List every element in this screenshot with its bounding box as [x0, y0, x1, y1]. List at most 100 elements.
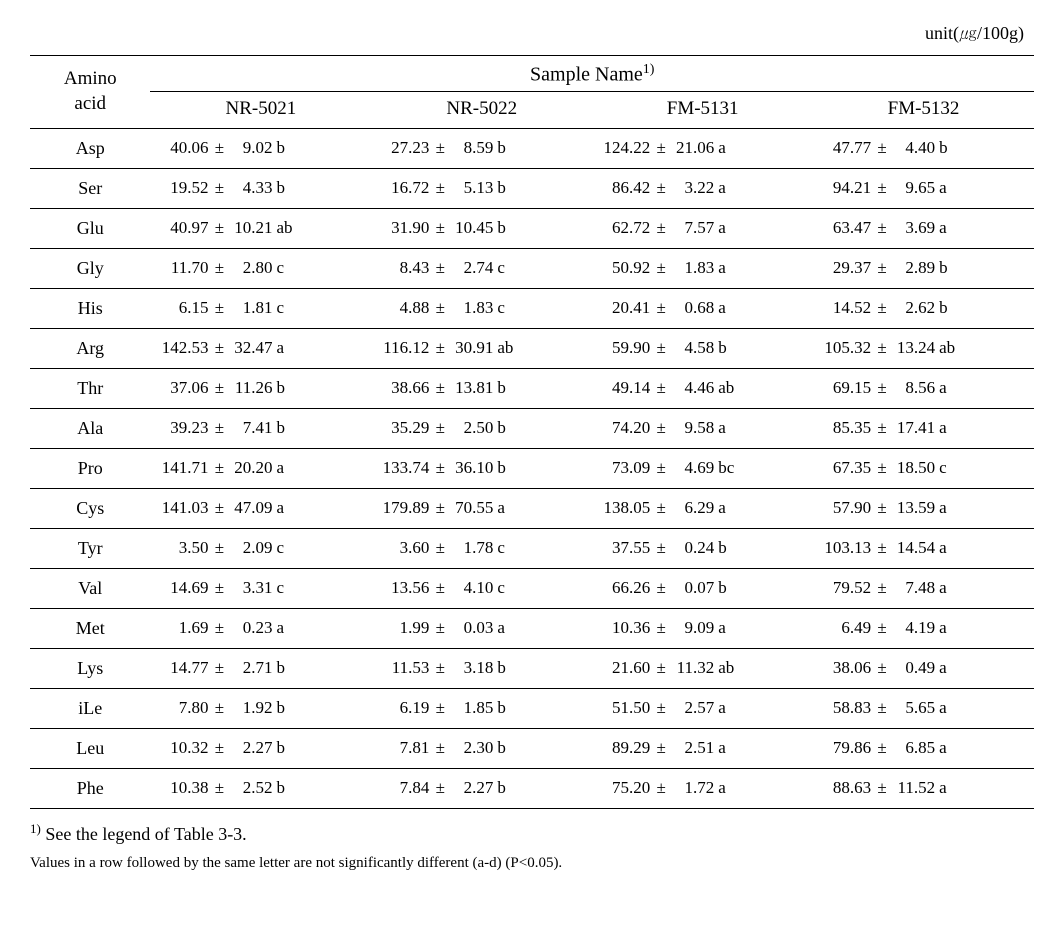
plus-minus: ± — [429, 658, 451, 678]
table-row: Gly11.70±2.80c8.43±2.74c50.92±1.83a29.37… — [30, 248, 1034, 288]
plus-minus: ± — [208, 298, 230, 318]
table-row: Cys141.03±47.09a179.89±70.55a138.05±6.29… — [30, 488, 1034, 528]
mean-value: 13.56 — [381, 578, 429, 598]
sd-value: 1.83 — [451, 298, 493, 318]
sig-group: b — [714, 578, 727, 598]
sd-value: 1.83 — [672, 258, 714, 278]
sig-group: b — [935, 258, 948, 278]
value-cell: 67.35±18.50c — [813, 448, 1034, 488]
value-cell: 63.47±3.69a — [813, 208, 1034, 248]
mean-value: 6.19 — [381, 698, 429, 718]
mean-value: 40.97 — [160, 218, 208, 238]
plus-minus: ± — [871, 538, 893, 558]
value-cell: 8.43±2.74c — [371, 248, 592, 288]
value-cell: 75.20±1.72a — [592, 768, 813, 808]
value-cell: 66.26±0.07b — [592, 568, 813, 608]
amino-acid-name: Pro — [30, 448, 150, 488]
mean-value: 6.15 — [160, 298, 208, 318]
table-row: Pro141.71±20.20a133.74±36.10b73.09±4.69b… — [30, 448, 1034, 488]
sd-value: 18.50 — [893, 458, 935, 478]
sig-group: c — [272, 298, 284, 318]
plus-minus: ± — [650, 258, 672, 278]
table-row: Tyr3.50±2.09c3.60±1.78c37.55±0.24b103.13… — [30, 528, 1034, 568]
sd-value: 21.06 — [672, 138, 714, 158]
value-cell: 94.21±9.65a — [813, 168, 1034, 208]
sd-value: 0.24 — [672, 538, 714, 558]
table-row: Glu40.97±10.21ab31.90±10.45b62.72±7.57a6… — [30, 208, 1034, 248]
sd-value: 8.56 — [893, 378, 935, 398]
table-row: Leu10.32±2.27b7.81±2.30b89.29±2.51a79.86… — [30, 728, 1034, 768]
sd-value: 0.23 — [230, 618, 272, 638]
sd-value: 2.80 — [230, 258, 272, 278]
mean-value: 11.53 — [381, 658, 429, 678]
sd-value: 4.69 — [672, 458, 714, 478]
value-cell: 79.86±6.85a — [813, 728, 1034, 768]
footnote-1-sup: 1) — [30, 821, 41, 836]
sig-group: c — [935, 458, 947, 478]
plus-minus: ± — [871, 698, 893, 718]
plus-minus: ± — [650, 138, 672, 158]
sd-value: 7.48 — [893, 578, 935, 598]
sd-value: 3.18 — [451, 658, 493, 678]
value-cell: 38.06±0.49a — [813, 648, 1034, 688]
plus-minus: ± — [429, 458, 451, 478]
value-cell: 51.50±2.57a — [592, 688, 813, 728]
plus-minus: ± — [208, 378, 230, 398]
mean-value: 40.06 — [160, 138, 208, 158]
plus-minus: ± — [871, 258, 893, 278]
sig-group: b — [272, 738, 285, 758]
plus-minus: ± — [429, 338, 451, 358]
value-cell: 39.23±7.41b — [150, 408, 371, 448]
sig-group: b — [714, 338, 727, 358]
amino-acid-name: Val — [30, 568, 150, 608]
plus-minus: ± — [650, 738, 672, 758]
sd-value: 4.10 — [451, 578, 493, 598]
mean-value: 133.74 — [381, 458, 429, 478]
value-cell: 14.52±2.62b — [813, 288, 1034, 328]
amino-acid-name: Tyr — [30, 528, 150, 568]
plus-minus: ± — [429, 378, 451, 398]
sig-group: b — [493, 738, 506, 758]
plus-minus: ± — [650, 298, 672, 318]
value-cell: 79.52±7.48a — [813, 568, 1034, 608]
plus-minus: ± — [871, 618, 893, 638]
sd-value: 6.85 — [893, 738, 935, 758]
sd-value: 2.57 — [672, 698, 714, 718]
sd-value: 2.89 — [893, 258, 935, 278]
sig-group: a — [714, 258, 726, 278]
sig-group: a — [935, 538, 947, 558]
table-row: Thr37.06±11.26b38.66±13.81b49.14±4.46ab6… — [30, 368, 1034, 408]
mean-value: 85.35 — [823, 418, 871, 438]
sig-group: bc — [714, 458, 734, 478]
sig-group: b — [935, 298, 948, 318]
sd-value: 32.47 — [230, 338, 272, 358]
plus-minus: ± — [429, 218, 451, 238]
plus-minus: ± — [208, 258, 230, 278]
value-cell: 14.77±2.71b — [150, 648, 371, 688]
plus-minus: ± — [871, 458, 893, 478]
mean-value: 35.29 — [381, 418, 429, 438]
amino-acid-name: Arg — [30, 328, 150, 368]
plus-minus: ± — [429, 738, 451, 758]
amino-acid-table: Aminoacid Sample Name1) NR-5021 NR-5022 … — [30, 55, 1034, 809]
header-amino-text: Aminoacid — [64, 68, 117, 114]
sd-value: 9.58 — [672, 418, 714, 438]
mean-value: 141.03 — [160, 498, 208, 518]
mean-value: 7.80 — [160, 698, 208, 718]
plus-minus: ± — [650, 658, 672, 678]
plus-minus: ± — [871, 778, 893, 798]
footnote-1-text: See the legend of Table 3-3. — [41, 824, 247, 844]
table-row: Phe10.38±2.52b7.84±2.27b75.20±1.72a88.63… — [30, 768, 1034, 808]
sd-value: 4.58 — [672, 338, 714, 358]
value-cell: 69.15±8.56a — [813, 368, 1034, 408]
table-row: iLe7.80±1.92b6.19±1.85b51.50±2.57a58.83±… — [30, 688, 1034, 728]
plus-minus: ± — [650, 178, 672, 198]
mean-value: 141.71 — [160, 458, 208, 478]
value-cell: 85.35±17.41a — [813, 408, 1034, 448]
sd-value: 2.27 — [451, 778, 493, 798]
amino-acid-name: Asp — [30, 128, 150, 168]
value-cell: 62.72±7.57a — [592, 208, 813, 248]
sig-group: b — [493, 658, 506, 678]
column-header: FM-5131 — [592, 91, 813, 128]
plus-minus: ± — [650, 538, 672, 558]
